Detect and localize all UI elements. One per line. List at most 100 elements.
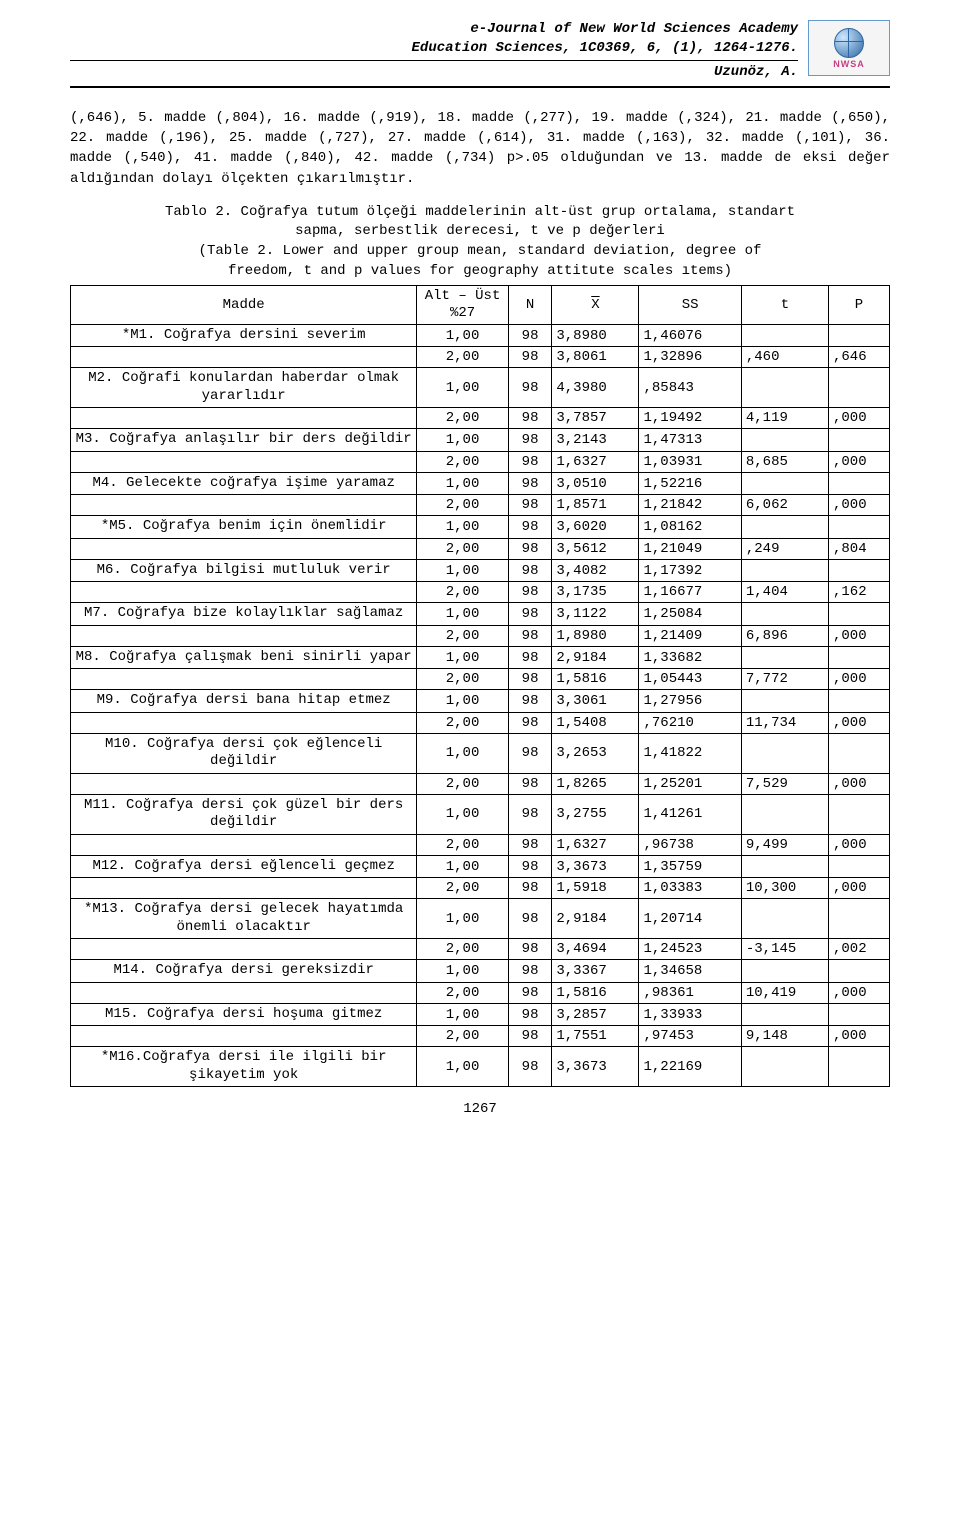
cell-p: ,162	[828, 582, 889, 603]
cell-grp: 1,00	[417, 324, 508, 347]
cell-t	[741, 794, 828, 834]
cell-p	[828, 516, 889, 539]
table-row: 2,00981,5408,7621011,734,000	[71, 712, 890, 733]
cell-ss: ,76210	[639, 712, 741, 733]
madde-cell: M10. Coğrafya dersi çok eğlenceli değild…	[71, 733, 417, 773]
cell-grp: 2,00	[417, 451, 508, 472]
cell-grp: 1,00	[417, 1003, 508, 1026]
cell-grp: 1,00	[417, 899, 508, 939]
cell-ss: 1,46076	[639, 324, 741, 347]
table-row: *M16.Coğrafya dersi ile ilgili bir şikay…	[71, 1047, 890, 1087]
table-caption: Tablo 2. Coğrafya tutum ölçeği maddeleri…	[70, 203, 890, 281]
cell-x: 3,3673	[552, 855, 639, 878]
cell-t: 10,419	[741, 982, 828, 1003]
cell-t	[741, 429, 828, 452]
cell-n: 98	[508, 712, 552, 733]
madde-cell-empty	[71, 582, 417, 603]
cell-ss: 1,33933	[639, 1003, 741, 1026]
cell-n: 98	[508, 368, 552, 408]
page-header: e-Journal of New World Sciences Academy …	[70, 20, 890, 88]
cell-ss: 1,35759	[639, 855, 741, 878]
cell-t: 6,062	[741, 495, 828, 516]
table-row: 2,00981,89801,214096,896,000	[71, 625, 890, 646]
cell-n: 98	[508, 324, 552, 347]
page-number: 1267	[70, 1101, 890, 1117]
table-row: M7. Coğrafya bize kolaylıklar sağlamaz1,…	[71, 603, 890, 626]
logo-text: NWSA	[833, 59, 865, 69]
cell-p	[828, 1003, 889, 1026]
table-row: 2,00983,46941,24523-3,145,002	[71, 939, 890, 960]
table-row: 2,00983,78571,194924,119,000	[71, 408, 890, 429]
cell-x: 1,6327	[552, 834, 639, 855]
cell-grp: 1,00	[417, 1047, 508, 1087]
cell-x: 2,9184	[552, 899, 639, 939]
cell-x: 3,3673	[552, 1047, 639, 1087]
madde-cell-empty	[71, 408, 417, 429]
cell-grp: 2,00	[417, 939, 508, 960]
cell-grp: 1,00	[417, 855, 508, 878]
cell-ss: ,96738	[639, 834, 741, 855]
cell-t: 7,772	[741, 669, 828, 690]
table-row: *M5. Coğrafya benim için önemlidir1,0098…	[71, 516, 890, 539]
table-row: *M1. Coğrafya dersini severim1,00983,898…	[71, 324, 890, 347]
cell-ss: 1,41261	[639, 794, 741, 834]
cell-x: 3,4694	[552, 939, 639, 960]
table-row: 2,00981,5816,9836110,419,000	[71, 982, 890, 1003]
madde-cell-empty	[71, 625, 417, 646]
table-row: M4. Gelecekte coğrafya işime yaramaz1,00…	[71, 472, 890, 495]
cell-n: 98	[508, 733, 552, 773]
col-header-t: t	[741, 286, 828, 325]
cell-n: 98	[508, 347, 552, 368]
cell-ss: 1,16677	[639, 582, 741, 603]
cell-n: 98	[508, 582, 552, 603]
cell-n: 98	[508, 495, 552, 516]
cell-x: 1,8571	[552, 495, 639, 516]
cell-p	[828, 855, 889, 878]
madde-cell: M8. Coğrafya çalışmak beni sinirli yapar	[71, 646, 417, 669]
col-header-madde: Madde	[71, 286, 417, 325]
madde-cell: M3. Coğrafya anlaşılır bir ders değildir	[71, 429, 417, 452]
madde-cell: M2. Coğrafi konulardan haberdar olmak ya…	[71, 368, 417, 408]
cell-t	[741, 324, 828, 347]
cell-t	[741, 646, 828, 669]
author-name: Uzunöz, A.	[70, 63, 798, 82]
madde-cell: M6. Coğrafya bilgisi mutluluk verir	[71, 559, 417, 582]
madde-cell-empty	[71, 939, 417, 960]
cell-grp: 1,00	[417, 690, 508, 713]
cell-n: 98	[508, 451, 552, 472]
cell-x: 3,5612	[552, 538, 639, 559]
cell-n: 98	[508, 773, 552, 794]
cell-ss: 1,08162	[639, 516, 741, 539]
cell-p: ,000	[828, 451, 889, 472]
madde-cell: M14. Coğrafya dersi gereksizdir	[71, 960, 417, 983]
caption-line4: freedom, t and p values for geography at…	[228, 263, 732, 279]
cell-n: 98	[508, 899, 552, 939]
cell-t: 9,148	[741, 1026, 828, 1047]
cell-t	[741, 1003, 828, 1026]
cell-t: 9,499	[741, 834, 828, 855]
col-header-x: X	[552, 286, 639, 325]
cell-grp: 2,00	[417, 982, 508, 1003]
col-header-n: N	[508, 286, 552, 325]
cell-t: 1,404	[741, 582, 828, 603]
col-header-ss: SS	[639, 286, 741, 325]
cell-grp: 2,00	[417, 878, 508, 899]
cell-x: 3,8980	[552, 324, 639, 347]
cell-grp: 1,00	[417, 368, 508, 408]
table-row: 2,00983,56121,21049,249,804	[71, 538, 890, 559]
cell-p	[828, 794, 889, 834]
cell-p	[828, 960, 889, 983]
cell-n: 98	[508, 669, 552, 690]
cell-t: -3,145	[741, 939, 828, 960]
cell-p	[828, 429, 889, 452]
table-row: M11. Coğrafya dersi çok güzel bir ders d…	[71, 794, 890, 834]
cell-ss: 1,32896	[639, 347, 741, 368]
cell-n: 98	[508, 1026, 552, 1047]
cell-n: 98	[508, 1003, 552, 1026]
cell-ss: 1,05443	[639, 669, 741, 690]
cell-n: 98	[508, 646, 552, 669]
cell-t	[741, 368, 828, 408]
cell-grp: 2,00	[417, 834, 508, 855]
journal-title: e-Journal of New World Sciences Academy	[70, 20, 798, 39]
madde-cell-empty	[71, 1026, 417, 1047]
